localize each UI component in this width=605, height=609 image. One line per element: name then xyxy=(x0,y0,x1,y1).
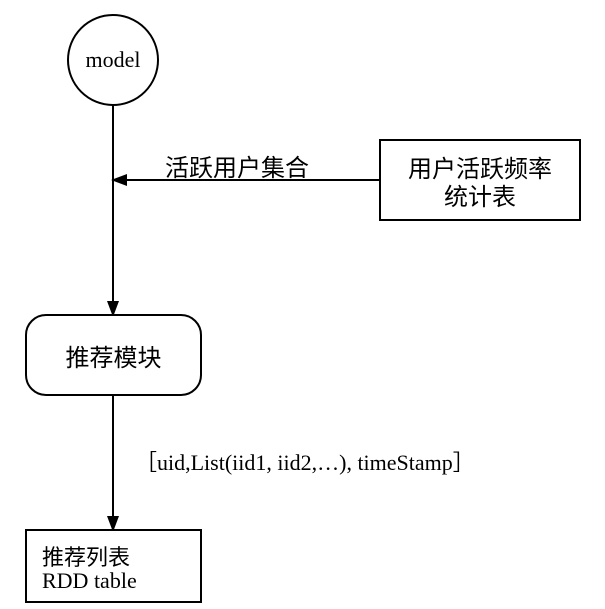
edge-stats-label: 活跃用户集合 xyxy=(165,148,309,183)
edge-rdd-label: ［uid,List(iid1, iid2,…), timeStamp］ xyxy=(135,445,475,477)
flowchart-canvas xyxy=(0,0,605,609)
node-model-label: model xyxy=(86,47,141,73)
node-recommend-label: 推荐模块 xyxy=(66,338,162,373)
node-stats-line2: 统计表 xyxy=(444,177,516,212)
node-rdd-line2: RDD table xyxy=(42,568,137,594)
